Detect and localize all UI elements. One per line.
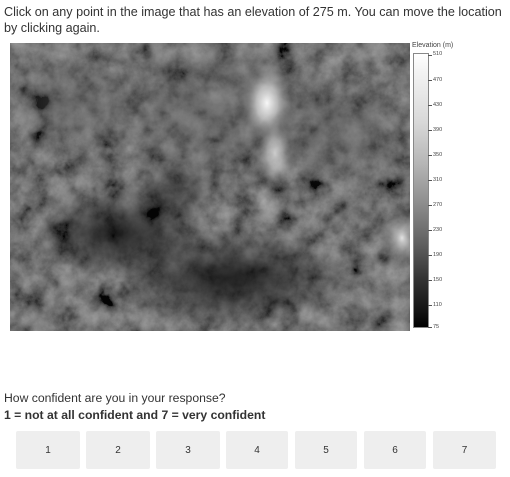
legend-tick <box>428 130 432 131</box>
legend-tick <box>428 155 432 156</box>
confidence-question: How confident are you in your response? <box>4 391 226 405</box>
legend-tick <box>428 255 432 256</box>
rating-button-4[interactable]: 4 <box>226 431 288 469</box>
legend-colorbar <box>413 53 429 328</box>
rating-button-6[interactable]: 6 <box>364 431 426 469</box>
legend-label: 110 <box>433 302 442 308</box>
legend-label: 75 <box>433 324 440 330</box>
legend-tick <box>428 105 432 106</box>
rating-button-5[interactable]: 5 <box>295 431 357 469</box>
elevation-legend: Elevation (m) 510 470 430 390 350 310 27… <box>410 40 500 332</box>
legend-tick <box>428 305 432 306</box>
legend-tick <box>428 230 432 231</box>
legend-label: 390 <box>433 127 443 133</box>
legend-label: 350 <box>433 152 443 158</box>
legend-label: 510 <box>433 51 443 57</box>
legend-tick <box>428 80 432 81</box>
legend-label: 190 <box>433 252 443 258</box>
elevation-map-image <box>10 43 410 331</box>
legend-label: 270 <box>433 202 443 208</box>
rating-button-3[interactable]: 3 <box>156 431 220 469</box>
rating-button-1[interactable]: 1 <box>16 431 80 469</box>
task-instruction: Click on any point in the image that has… <box>4 5 502 35</box>
legend-title: Elevation (m) <box>412 42 454 49</box>
confidence-scale-note: 1 = not at all confident and 7 = very co… <box>4 408 266 422</box>
legend-label: 430 <box>433 102 443 108</box>
legend-label: 150 <box>433 277 443 283</box>
legend-label: 470 <box>433 77 443 83</box>
legend-label: 230 <box>433 227 443 233</box>
legend-tick <box>428 327 432 328</box>
legend-tick <box>428 180 432 181</box>
rating-button-7[interactable]: 7 <box>433 431 496 469</box>
legend-tick <box>428 55 432 56</box>
confidence-rating-row: 1 2 3 4 5 6 7 <box>16 431 496 469</box>
legend-label: 310 <box>433 177 443 183</box>
legend-tick <box>428 205 432 206</box>
elevation-map[interactable] <box>10 43 410 331</box>
rating-button-2[interactable]: 2 <box>86 431 150 469</box>
legend-tick <box>428 280 432 281</box>
